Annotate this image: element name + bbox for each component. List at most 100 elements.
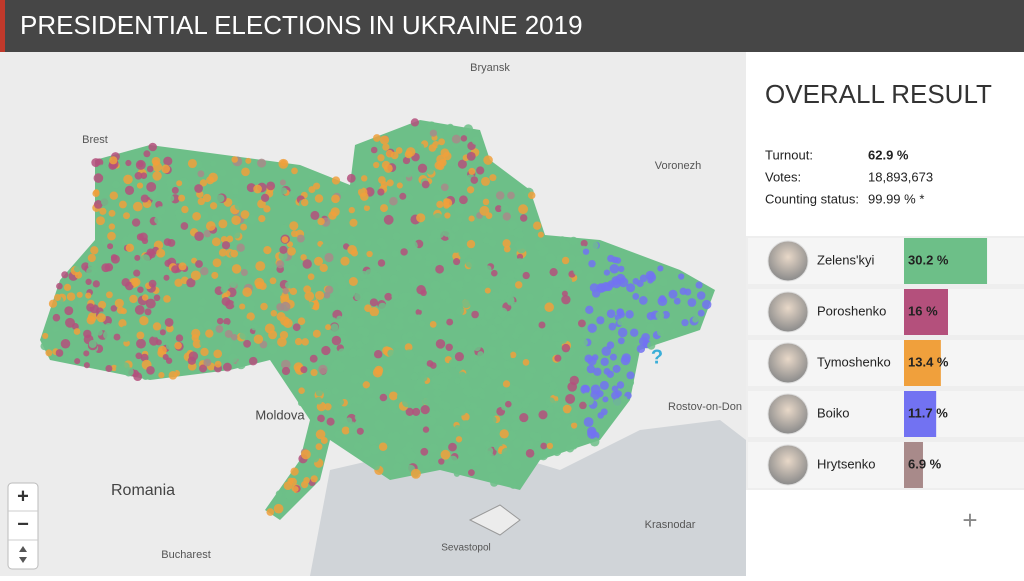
station-dot bbox=[52, 326, 59, 333]
station-dot bbox=[504, 346, 513, 355]
station-dot bbox=[339, 288, 348, 297]
station-dot bbox=[402, 446, 411, 455]
station-dot bbox=[60, 339, 71, 349]
station-dot bbox=[289, 221, 299, 231]
station-dot bbox=[253, 184, 262, 194]
station-dot bbox=[510, 301, 518, 309]
station-dot bbox=[422, 426, 430, 433]
station-dot bbox=[696, 291, 706, 300]
station-dot bbox=[420, 374, 428, 382]
station-dot bbox=[98, 300, 107, 309]
station-dot bbox=[346, 316, 354, 324]
station-dot bbox=[429, 321, 437, 328]
station-dot bbox=[247, 214, 257, 224]
station-dot bbox=[448, 358, 458, 368]
city-label: Voronezh bbox=[655, 160, 701, 172]
station-dot bbox=[593, 367, 602, 376]
station-dot bbox=[495, 191, 505, 200]
station-dot bbox=[310, 453, 320, 463]
station-dot bbox=[549, 381, 557, 390]
station-dot bbox=[479, 224, 489, 234]
station-dot bbox=[276, 312, 286, 321]
station-dot bbox=[453, 470, 460, 477]
station-dot bbox=[372, 272, 382, 282]
station-dot bbox=[434, 425, 444, 434]
unknown-marker[interactable]: ? bbox=[651, 346, 663, 368]
station-dot bbox=[500, 204, 509, 213]
station-dot bbox=[357, 388, 365, 396]
station-dot bbox=[137, 161, 144, 168]
station-dot bbox=[553, 400, 561, 408]
station-dot bbox=[255, 261, 266, 272]
station-dot bbox=[456, 205, 465, 214]
station-dot bbox=[587, 323, 597, 333]
station-dot bbox=[344, 310, 352, 318]
station-dot bbox=[309, 171, 317, 180]
station-dot bbox=[146, 366, 155, 375]
station-dot bbox=[153, 294, 161, 302]
station-dot bbox=[171, 186, 179, 194]
station-dot bbox=[470, 388, 480, 398]
city-label: Bucharest bbox=[161, 549, 211, 561]
station-dot bbox=[599, 380, 609, 390]
stat-value: 18,893,673 bbox=[868, 169, 933, 184]
station-dot bbox=[514, 281, 523, 289]
station-dot bbox=[322, 208, 330, 216]
station-dot bbox=[567, 381, 578, 392]
station-dot bbox=[626, 371, 635, 380]
station-dot bbox=[468, 368, 479, 379]
photo bbox=[767, 444, 809, 486]
station-dot bbox=[378, 312, 387, 321]
result-panel: OVERALL RESULT + Turnout: 62.9 % Votes: 18,… bbox=[746, 52, 1024, 576]
station-dot bbox=[427, 416, 437, 426]
station-dot bbox=[638, 336, 648, 346]
candidate-name: Hrytsenko bbox=[817, 456, 876, 471]
station-dot bbox=[318, 364, 328, 375]
station-dot bbox=[376, 237, 386, 247]
expand-button[interactable]: + bbox=[962, 505, 977, 535]
station-dot bbox=[344, 339, 354, 349]
station-dot bbox=[203, 358, 212, 367]
station-dot bbox=[410, 277, 418, 286]
station-dot bbox=[453, 258, 461, 266]
station-dot bbox=[533, 221, 542, 230]
zoom-in[interactable]: + bbox=[17, 485, 29, 507]
station-dot bbox=[296, 234, 305, 243]
station-dot bbox=[588, 259, 596, 268]
station-dot bbox=[241, 167, 250, 177]
station-dot bbox=[429, 362, 437, 369]
station-dot bbox=[473, 407, 483, 416]
station-dot bbox=[495, 205, 503, 213]
station-dot bbox=[236, 243, 245, 252]
photo bbox=[767, 291, 809, 333]
station-dot bbox=[324, 403, 332, 411]
station-dot bbox=[312, 303, 320, 311]
station-dot bbox=[317, 414, 325, 423]
zoom-out[interactable]: − bbox=[17, 513, 29, 535]
station-dot bbox=[461, 420, 471, 430]
station-dot bbox=[519, 214, 528, 222]
station-dot bbox=[210, 160, 217, 167]
station-dot bbox=[309, 225, 317, 233]
station-dot bbox=[105, 365, 113, 372]
station-dot bbox=[601, 306, 609, 314]
station-dot bbox=[105, 291, 113, 299]
station-dot bbox=[639, 274, 648, 283]
reset-north[interactable] bbox=[19, 546, 27, 563]
station-dot bbox=[602, 396, 609, 403]
station-dot bbox=[317, 217, 325, 226]
result-bar bbox=[904, 238, 988, 284]
station-dot bbox=[600, 357, 609, 366]
station-dot bbox=[45, 349, 53, 357]
station-dot bbox=[463, 274, 472, 283]
station-dot bbox=[502, 212, 511, 221]
candidate-name: Tymoshenko bbox=[817, 354, 891, 369]
station-dot bbox=[417, 304, 424, 311]
station-dot bbox=[459, 195, 468, 205]
station-dot bbox=[257, 158, 267, 168]
station-dot bbox=[338, 348, 347, 357]
station-dot bbox=[104, 263, 114, 272]
station-dot bbox=[99, 207, 107, 215]
station-dot bbox=[626, 379, 635, 387]
station-dot bbox=[240, 223, 248, 231]
